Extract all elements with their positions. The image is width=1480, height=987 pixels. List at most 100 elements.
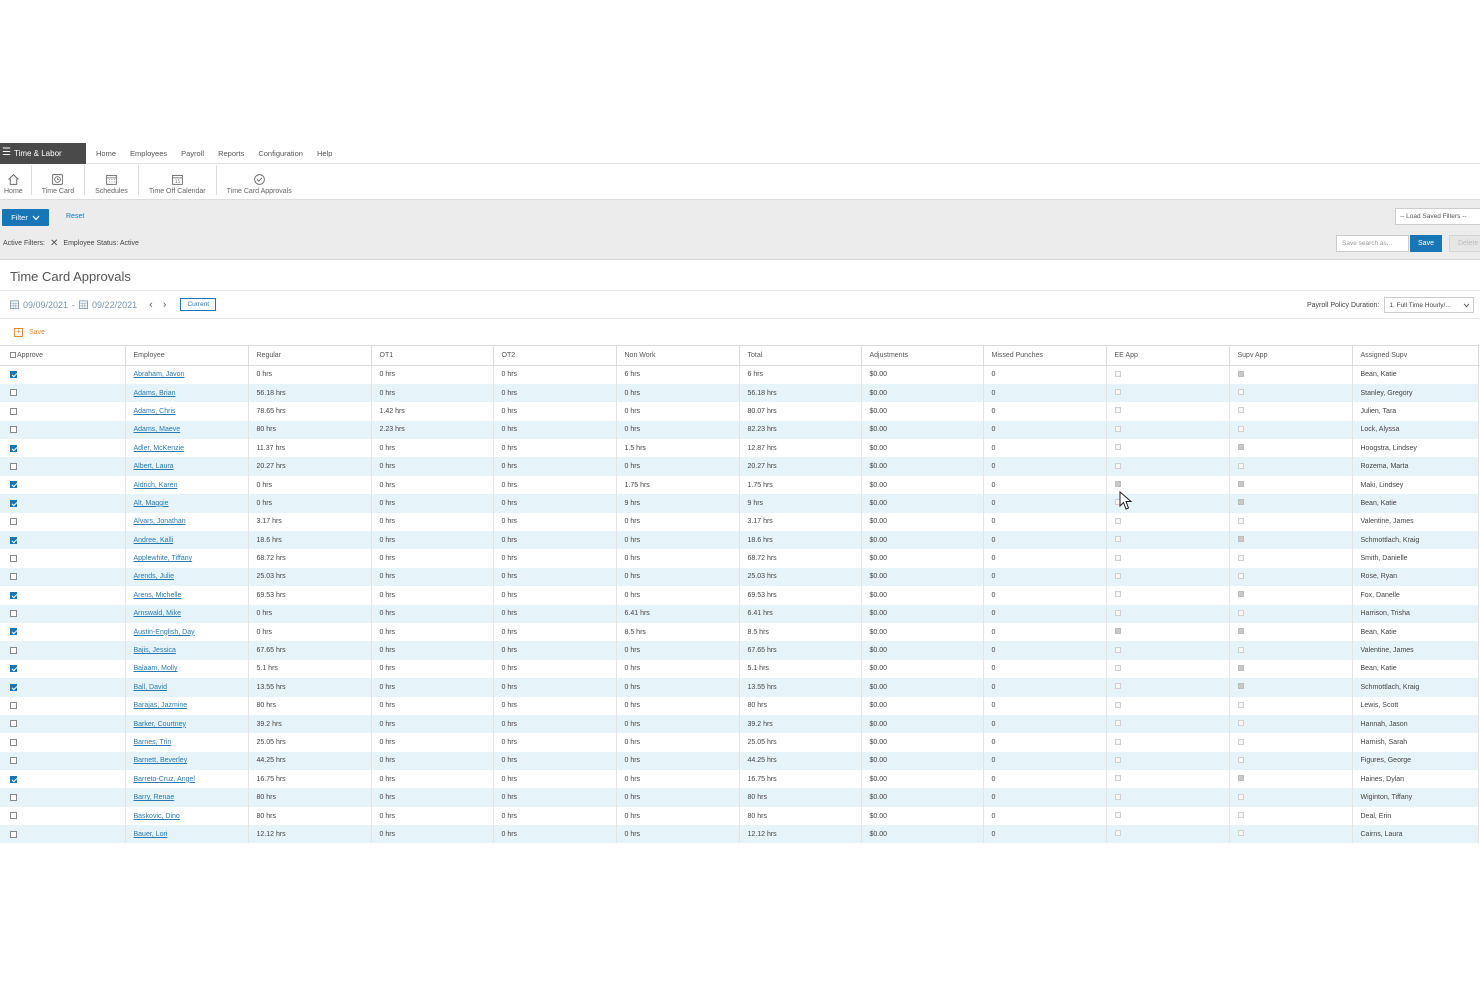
approve-all-checkbox[interactable] [10,352,16,359]
col-total[interactable]: Total [739,345,862,366]
approve-checkbox[interactable] [10,444,17,452]
table-row[interactable]: Adams, Brian 56.18 hrs 0 hrs 0 hrs 0 hrs 56.1… [0,383,1479,403]
col-adjustments[interactable]: Adjustments [861,345,984,366]
saved-filters-select[interactable]: -- Load Saved Filters -- [1395,208,1480,225]
col-approve[interactable]: Approve [0,345,126,366]
table-row[interactable]: Adams, Chris 78.65 hrs 1.42 hrs 0 hrs 0 hrs 8… [0,402,1479,421]
employee-link[interactable]: Balaam, Molly [133,665,178,673]
table-row[interactable]: Baskovic, Dino 80 hrs 0 hrs 0 hrs 0 hrs 80 hr… [0,806,1479,826]
delete-search-button[interactable]: Delete [1449,235,1480,252]
approve-checkbox[interactable] [10,738,17,746]
approve-checkbox[interactable] [10,573,17,581]
approve-checkbox[interactable] [10,371,17,379]
employee-link[interactable]: Arnswald, Mike [133,610,181,618]
employee-link[interactable]: Barnes, Trin [133,739,172,746]
employee-link[interactable]: Adler, McKenzie [133,444,185,452]
approve-checkbox[interactable] [10,665,17,673]
toolbar-timecard-button[interactable]: Time Card [32,165,86,195]
nav-reports[interactable]: Reports [218,148,245,158]
approve-checkbox[interactable] [10,499,17,507]
remove-filter-icon[interactable]: ✕ [50,238,59,249]
table-row[interactable]: Adler, McKenzie 11.37 hrs 0 hrs 0 hrs 1.5 hr… [0,439,1479,458]
col-missed-punches[interactable]: Missed Punches [983,345,1107,366]
toolbar-schedules-button[interactable]: Schedules [85,165,139,195]
reset-link[interactable]: Reset [66,213,85,220]
table-row[interactable]: Arens, Michelle 69.53 hrs 0 hrs 0 hrs 0 hrs 6… [0,586,1479,605]
table-row[interactable]: Albert, Laura 20.27 hrs 0 hrs 0 hrs 0 hrs 20.… [0,457,1479,476]
employee-link[interactable]: Austin-English, Day [133,628,195,636]
table-row[interactable]: Barreto-Cruz, Angel 16.75 hrs 0 hrs 0 hrs 0 … [0,770,1479,789]
table-row[interactable]: Aldrich, Karen 0 hrs 0 hrs 0 hrs 1.75 hrs 1.7… [0,475,1479,495]
table-row[interactable]: Barker, Courtney 39.2 hrs 0 hrs 0 hrs 0 hrs 3… [0,714,1479,734]
approve-checkbox[interactable] [10,554,17,562]
table-row[interactable]: Arnswald, Mike 0 hrs 0 hrs 0 hrs 6.41 hrs 6.4… [0,604,1479,623]
approve-checkbox[interactable] [10,646,17,654]
approve-checkbox[interactable] [10,536,17,544]
employee-link[interactable]: Barreto-Cruz, Angel [133,775,195,783]
employee-link[interactable]: Ball, David [133,683,167,691]
approve-checkbox[interactable] [10,720,17,728]
table-row[interactable]: Barnes, Trin 25.05 hrs 0 hrs 0 hrs 0 hrs 25.0… [0,733,1479,752]
toolbar-approvals-button[interactable]: Time Card Approvals [217,165,302,195]
toolbar-timeoff-button[interactable]: 15 Time Off Calendar [139,165,217,195]
table-row[interactable]: Barry, Renae 80 hrs 0 hrs 0 hrs 0 hrs 80 hrs $… [0,788,1479,807]
approve-checkbox[interactable] [10,407,17,415]
col-ot1[interactable]: OT1 [371,345,494,366]
table-row[interactable]: Arends, Julie 25.03 hrs 0 hrs 0 hrs 0 hrs 25.… [0,567,1479,587]
table-row[interactable]: Andree, Kalli 18.6 hrs 0 hrs 0 hrs 0 hrs 18.6… [0,531,1479,550]
employee-link[interactable]: Applewhite, Tiffany [133,555,193,563]
employee-link[interactable]: Bauer, Lori [133,830,168,838]
employee-link[interactable]: Adams, Maeve [133,426,181,434]
col-ot2[interactable]: OT2 [493,345,617,366]
approve-checkbox[interactable] [10,830,17,838]
table-row[interactable]: Alt, Maggie 0 hrs 0 hrs 0 hrs 9 hrs 9 hrs $0.0… [0,494,1479,513]
employee-link[interactable]: Abraham, Javon [133,371,185,379]
col-supv-app[interactable]: Supv App [1229,345,1353,366]
col-assigned-supv[interactable]: Assigned Supv [1352,345,1479,366]
approve-checkbox[interactable] [10,389,17,397]
approve-checkbox[interactable] [10,591,17,599]
nav-configuration[interactable]: Configuration [258,148,303,158]
employee-link[interactable]: Adams, Brian [133,389,176,397]
chevron-right-icon[interactable]: › [162,298,167,311]
employee-link[interactable]: Arens, Michelle [133,591,182,599]
col-nonwork[interactable]: Non Work [616,345,740,366]
employee-link[interactable]: Andree, Kalli [133,536,174,544]
toolbar-home-button[interactable]: Home [0,165,32,195]
module-menu-button[interactable]: ☰ Time & Labor [0,143,86,164]
nav-home[interactable]: Home [96,148,117,158]
approve-checkbox[interactable] [10,628,17,636]
table-row[interactable]: Barnett, Beverley 44.25 hrs 0 hrs 0 hrs 0 hr… [0,751,1479,771]
table-row[interactable]: Bauer, Lori 12.12 hrs 0 hrs 0 hrs 0 hrs 12.12… [0,825,1479,843]
approve-checkbox[interactable] [10,518,17,526]
current-period-button[interactable]: Current [180,298,217,311]
approve-checkbox[interactable] [10,683,17,691]
employee-link[interactable]: Barker, Courtney [133,720,187,728]
approve-checkbox[interactable] [10,812,17,820]
nav-help[interactable]: Help [316,148,333,158]
policy-select[interactable]: 1. Full Time Hourly/... [1384,297,1475,313]
col-ee-app[interactable]: EE App [1106,345,1230,366]
table-row[interactable]: Applewhite, Tiffany 68.72 hrs 0 hrs 0 hrs 0 … [0,549,1479,568]
chevron-left-icon[interactable]: ‹ [149,298,153,311]
nav-payroll[interactable]: Payroll [181,148,205,158]
employee-link[interactable]: Barry, Renae [133,794,175,802]
employee-link[interactable]: Albert, Laura [133,463,174,471]
nav-employees[interactable]: Employees [130,148,168,158]
save-search-button[interactable]: Save [1410,235,1442,252]
end-calendar-icon[interactable] [79,300,89,309]
employee-link[interactable]: Barnett, Beverley [133,757,188,765]
employee-link[interactable]: Arends, Julie [133,573,174,581]
approve-checkbox[interactable] [10,462,17,470]
table-row[interactable]: Bajis, Jessica 67.65 hrs 0 hrs 0 hrs 0 hrs 67… [0,641,1479,660]
col-regular[interactable]: Regular [248,345,372,366]
approve-checkbox[interactable] [10,702,17,710]
approve-checkbox[interactable] [10,481,17,489]
employee-link[interactable]: Alt, Maggie [133,499,169,507]
employee-link[interactable]: Barajas, Jazmine [133,702,188,710]
table-row[interactable]: Barajas, Jazmine 80 hrs 0 hrs 0 hrs 0 hrs 80 … [0,696,1479,715]
save-approvals-button[interactable]: Save [29,328,45,336]
approve-checkbox[interactable] [10,610,17,618]
col-employee[interactable]: Employee [125,345,249,366]
table-row[interactable]: Ball, David 13.55 hrs 0 hrs 0 hrs 0 hrs 13.55… [0,678,1479,697]
